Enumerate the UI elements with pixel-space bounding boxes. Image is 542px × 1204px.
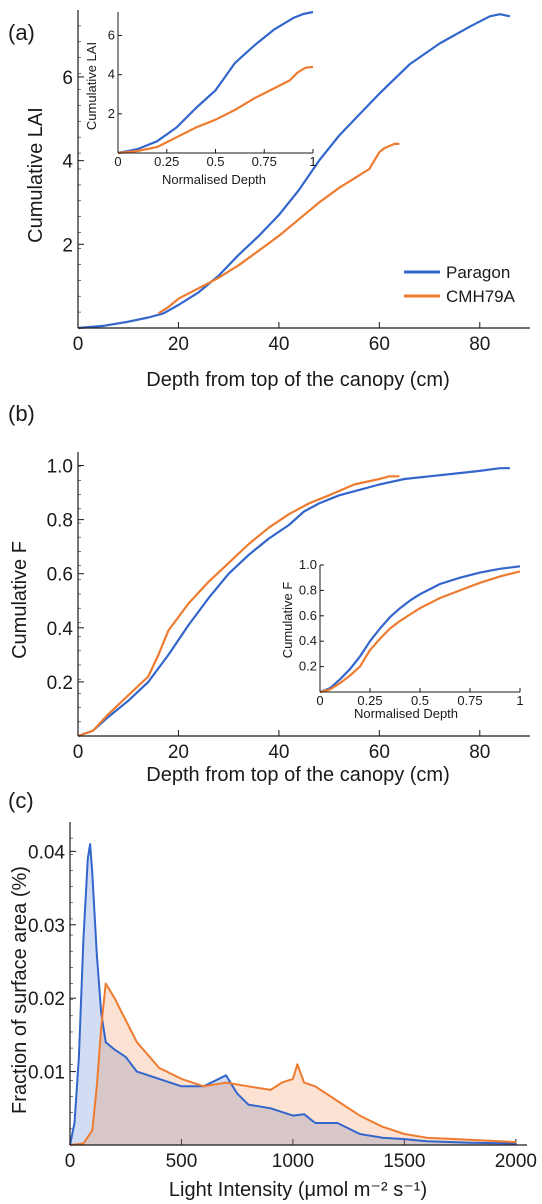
panel-c: (c) 0 500 1000 1500 2000 0.01 0.02 0.03 0.04 Lig…: [8, 788, 537, 1201]
panel-a-series-cmh79a: [157, 142, 400, 315]
panel-c-y-tick-label: 0.04: [28, 842, 65, 863]
panel-a-x-axis-label: Depth from top of the canopy (cm): [146, 369, 449, 391]
panel-b-y-tick-label: 0.6: [47, 565, 73, 586]
panel-b-inset-x-tick-label: 0.5: [411, 693, 429, 708]
panel-b-inset-series-paragon: [319, 565, 521, 694]
panel-c-area-paragon: [70, 844, 516, 1145]
panel-c-area-cmh79a: [70, 983, 516, 1145]
panel-c-label: (c): [8, 788, 34, 813]
panel-c-y-tick-label: 0.01: [28, 1063, 65, 1084]
panel-a-x-tick-label: 40: [268, 334, 289, 355]
panel-c-y-tick-label: 0.03: [28, 916, 65, 937]
panel-b-inset-y-tick-label: 0.4: [299, 633, 317, 648]
panel-a-inset-x-tick-label: 0.25: [154, 154, 179, 169]
panel-c-x-axis-label: Light Intensity (μmol m⁻² s⁻¹): [169, 1179, 427, 1201]
panel-a-inset-x-tick-label: 0: [114, 154, 121, 169]
panel-c-x-tick-label: 1500: [383, 1151, 425, 1172]
panel-b: (b) 0 20 40 60 80 0.2 0.4 0.6 0.8 1.0 Depth from …: [8, 401, 530, 786]
panel-b-inset-x-tick-label: 1: [516, 693, 523, 708]
panel-c-x-tick-label: 1000: [272, 1151, 314, 1172]
panel-b-y-tick-label: 0.2: [47, 673, 73, 694]
panel-a-y-axis-label: Cumulative LAI: [25, 107, 47, 243]
panel-b-label: (b): [8, 401, 35, 426]
legend-label-cmh79a: CMH79A: [446, 287, 516, 306]
panel-a-inset-y-tick-label: 4: [108, 67, 115, 82]
panel-b-x-tick-label: 0: [73, 742, 84, 763]
panel-a-inset-x-tick-label: 0.5: [206, 154, 224, 169]
panel-a-label: (a): [8, 20, 35, 45]
panel-b-x-tick-label: 20: [168, 742, 189, 763]
panel-b-series-cmh79a: [77, 475, 400, 738]
panel-b-series-paragon: [77, 467, 510, 738]
legend-label-paragon: Paragon: [446, 263, 510, 282]
panel-a-inset-y-tick-label: 2: [108, 106, 115, 121]
panel-c-y-axis-label: Fraction of surface area (%): [9, 866, 31, 1114]
panel-b-inset-x-tick-label: 0.75: [457, 693, 482, 708]
panel-b-inset-y-tick-label: 0.2: [299, 659, 317, 674]
panel-a-x-tick-label: 0: [73, 334, 84, 355]
panel-b-inset-x-label: Normalised Depth: [354, 706, 458, 721]
panel-a-x-tick-label: 60: [369, 334, 390, 355]
panel-b-inset-y-tick-label: 0.8: [299, 582, 317, 597]
panel-b-x-tick-label: 40: [268, 742, 289, 763]
panel-a-legend: Paragon CMH79A: [404, 263, 516, 306]
panel-a-y-tick-label: 2: [62, 235, 73, 256]
panel-b-y-tick-label: 0.4: [47, 619, 74, 640]
panel-b-inset-x-tick-label: 0: [316, 693, 323, 708]
panel-b-inset-series-cmh79a: [319, 570, 521, 694]
panel-b-x-tick-label: 80: [469, 742, 490, 763]
panel-a-inset-x-label: Normalised Depth: [162, 172, 266, 187]
panel-a-inset-series-cmh79a: [117, 65, 314, 155]
panel-b-y-tick-label: 1.0: [47, 457, 73, 478]
panel-b-inset-y-tick-label: 1.0: [299, 557, 317, 572]
panel-c-series-cmh79a: [69, 982, 516, 1146]
panel-c-x-tick-label: 500: [166, 1151, 198, 1172]
panel-a-inset-y-tick-label: 6: [108, 28, 115, 43]
panel-b-y-tick-label: 0.8: [47, 511, 73, 532]
panel-a-y-tick-label: 4: [62, 152, 73, 173]
panel-a-inset: 0 0.25 0.5 0.75 1 2 4 6 Normalised Depth Cumula…: [84, 10, 317, 187]
panel-b-x-tick-label: 60: [369, 742, 390, 763]
panel-a-inset-series-paragon: [117, 10, 314, 155]
panel-a-y-tick-label: 6: [62, 68, 73, 89]
panel-a-inset-x-tick-label: 1: [309, 154, 316, 169]
panel-a-inset-x-tick-label: 0.75: [252, 154, 277, 169]
panel-c-x-tick-label: 0: [65, 1151, 76, 1172]
panel-a-x-tick-label: 80: [469, 334, 490, 355]
panel-b-x-axis-label: Depth from top of the canopy (cm): [146, 764, 449, 786]
panel-a-series-paragon: [77, 13, 511, 330]
panel-a-x-tick-label: 20: [168, 334, 189, 355]
panel-c-series-paragon: [69, 843, 516, 1146]
panel-b-inset-y-tick-label: 0.6: [299, 608, 317, 623]
panel-b-inset-y-label: Cumulative F: [280, 582, 295, 659]
panel-b-inset: 0 0.25 0.5 0.75 1 0.2 0.4 0.6 0.8 1.0 Normalised …: [280, 557, 524, 721]
panel-c-x-tick-label: 2000: [495, 1151, 537, 1172]
panel-c-y-tick-label: 0.02: [28, 989, 65, 1010]
panel-b-inset-x-tick-label: 0.25: [357, 693, 382, 708]
panel-a-inset-y-label: Cumulative LAI: [84, 42, 99, 130]
panel-b-y-axis-label: Cumulative F: [9, 541, 31, 659]
